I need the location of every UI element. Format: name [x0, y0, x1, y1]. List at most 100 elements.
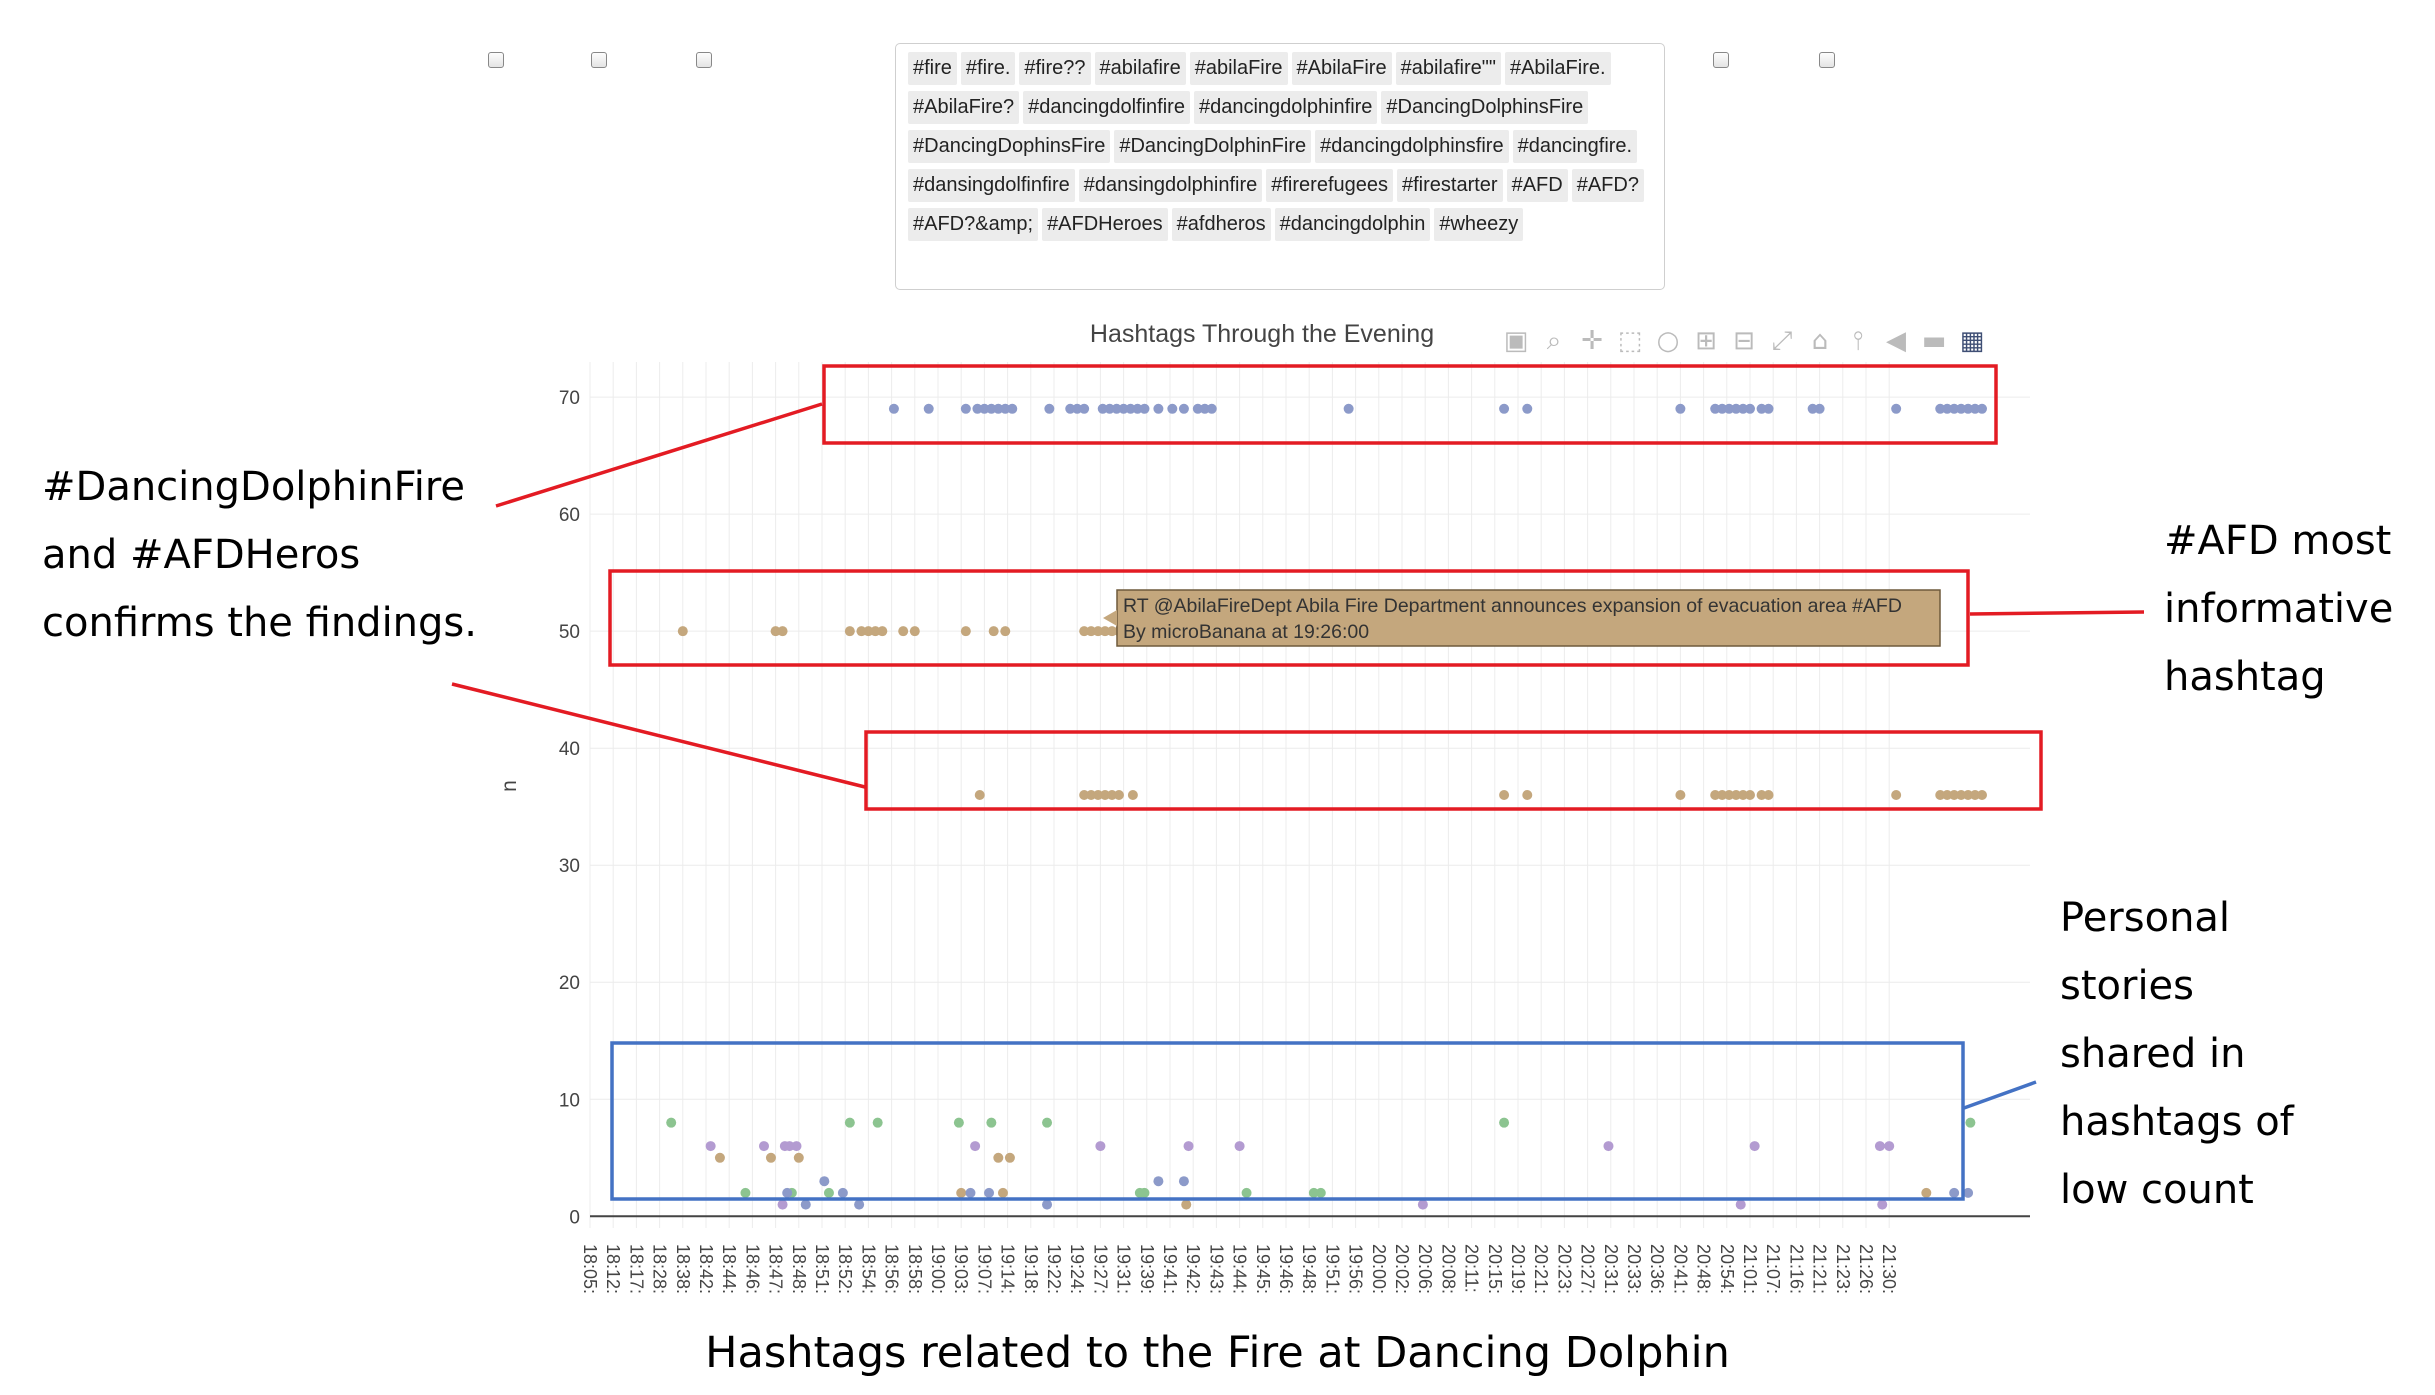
hover-closest-icon[interactable]: ◀	[1886, 326, 1906, 356]
zoom-out-icon[interactable]: ⊟	[1733, 326, 1755, 356]
data-point	[972, 403, 983, 414]
filter-checkbox-5[interactable]	[1819, 52, 1835, 68]
hashtag-chip[interactable]: #fire.	[960, 52, 1016, 85]
hashtag-chip[interactable]: #DancingDolphinFire	[1114, 130, 1312, 163]
x-tick-label: 18:44:	[719, 1244, 739, 1294]
x-tick-label: 21:21:	[1810, 1244, 1830, 1294]
x-tick-label: 19:51:	[1322, 1244, 1342, 1294]
data-point	[819, 1176, 830, 1187]
data-point	[856, 626, 867, 637]
chart-modebar[interactable]: ▣ ⌕ ✛ ⬚ ○ ⊞ ⊟ ⤢ ⌂ ⫯ ◀ ▬ ▦	[1500, 324, 1988, 358]
data-point	[1093, 626, 1104, 637]
hashtag-chip[interactable]: #AFD	[1506, 169, 1568, 202]
reset-axes-icon[interactable]: ⌂	[1811, 326, 1829, 356]
data-point	[1710, 790, 1721, 800]
data-point	[793, 1152, 804, 1163]
filter-checkbox-4[interactable]	[1713, 52, 1729, 68]
tooltip-line-2: By microBanana at 19:26:00	[1123, 621, 1369, 643]
data-point	[1935, 403, 1946, 414]
hashtag-chip[interactable]: #AbilaFire.	[1504, 52, 1611, 85]
y-tick-label: 50	[559, 622, 580, 643]
hashtag-chip[interactable]: #dansingdolphinfire	[1078, 169, 1263, 202]
x-tick-label: 21:30:	[1879, 1244, 1899, 1294]
x-tick-label: 21:16:	[1786, 1244, 1806, 1294]
hashtag-chip[interactable]: #abilaFire	[1189, 52, 1288, 85]
data-point	[1111, 403, 1122, 414]
data-point	[1807, 403, 1818, 414]
data-point	[1199, 403, 1210, 414]
spike-lines-icon[interactable]: ⫯	[1852, 325, 1864, 356]
y-tick-label: 30	[559, 856, 580, 877]
data-point	[870, 626, 881, 637]
hashtag-chip[interactable]: #abilafire""	[1395, 52, 1501, 85]
data-point	[782, 1187, 793, 1198]
hashtag-chip[interactable]: #abilafire	[1094, 52, 1186, 85]
data-point	[923, 403, 934, 414]
zoom-icon[interactable]: ⌕	[1546, 325, 1562, 356]
data-point	[1738, 403, 1749, 414]
data-point	[984, 1187, 995, 1198]
annotation-right-bottom: Personal stories shared in hashtags of l…	[2060, 884, 2294, 1224]
camera-icon[interactable]: ▣	[1503, 326, 1529, 356]
hashtag-chip[interactable]: #AFD?	[1571, 169, 1644, 202]
data-point	[1095, 1141, 1106, 1152]
annotation-right-top: #AFD most informative hashtag	[2164, 507, 2393, 711]
data-point	[1949, 790, 1960, 800]
hashtag-chip[interactable]: #firestarter	[1397, 169, 1503, 202]
hashtag-chip[interactable]: #DancingDophinsFire	[908, 130, 1111, 163]
hashtag-chip[interactable]: #fire??	[1019, 52, 1091, 85]
hashtag-chip[interactable]: #afdheros	[1171, 208, 1271, 241]
data-point	[1100, 626, 1111, 637]
data-point	[844, 1117, 855, 1128]
data-point	[1874, 1141, 1885, 1152]
box-select-icon[interactable]: ⬚	[1617, 326, 1643, 356]
hashtag-chip[interactable]: #fire	[908, 52, 957, 85]
hashtag-chip[interactable]: #dancingfire.	[1512, 130, 1638, 163]
hashtag-chip[interactable]: #dancingdolphinfire	[1193, 91, 1378, 124]
hashtag-chip[interactable]: #dansingdolfinfire	[908, 169, 1075, 202]
x-tick-label: 18:42:	[696, 1244, 716, 1294]
hashtag-chip[interactable]: #AFDHeroes	[1042, 208, 1168, 241]
hashtag-chip[interactable]: #AbilaFire	[1291, 52, 1392, 85]
data-point	[765, 1152, 776, 1163]
hashtag-chip[interactable]: #AbilaFire?	[908, 91, 1020, 124]
data-point	[1000, 626, 1011, 637]
annotation-left: #DancingDolphinFire and #AFDHeros confir…	[42, 453, 477, 657]
filter-checkbox-2[interactable]	[591, 52, 607, 68]
data-point	[988, 626, 999, 637]
annotation-right-bottom-line1: Personal	[2060, 895, 2231, 941]
hashtag-chip[interactable]: #dancingdolfinfire	[1023, 91, 1190, 124]
pan-icon[interactable]: ✛	[1581, 326, 1603, 356]
hashtag-chip[interactable]: #wheezy	[1434, 208, 1524, 241]
hashtag-chip[interactable]: #AFD?&amp;	[908, 208, 1039, 241]
hashtag-chip[interactable]: #DancingDolphinsFire	[1381, 91, 1589, 124]
x-tick-label: 20:06:	[1415, 1244, 1435, 1294]
hashtag-select[interactable]: #fire #fire. #fire?? #abilafire #abilaFire #A…	[895, 43, 1665, 290]
data-point	[1963, 1187, 1974, 1198]
data-point	[1731, 790, 1742, 800]
x-tick-label: 19:48:	[1299, 1244, 1319, 1294]
x-tick-label: 19:44:	[1230, 1244, 1250, 1294]
hashtag-chip[interactable]: #dancingdolphinsfire	[1315, 130, 1509, 163]
data-point	[1745, 790, 1755, 800]
hover-compare-icon[interactable]: ▬	[1921, 326, 1947, 356]
filter-checkbox-3[interactable]	[696, 52, 712, 68]
hashtag-chip[interactable]: #dancingdolphin	[1274, 208, 1431, 241]
filter-checkbox-1[interactable]	[488, 52, 504, 68]
data-point	[1234, 1141, 1245, 1152]
data-point	[953, 1117, 964, 1128]
data-point	[1167, 403, 1178, 414]
hashtag-chip[interactable]: #firerefugees	[1266, 169, 1393, 202]
autoscale-icon[interactable]: ⤢	[1771, 325, 1793, 356]
lasso-icon[interactable]: ○	[1656, 326, 1680, 356]
data-point	[1100, 790, 1111, 800]
x-tick-label: 19:45:	[1253, 1244, 1273, 1294]
zoom-in-icon[interactable]: ⊞	[1695, 326, 1717, 356]
plotly-logo-icon[interactable]: ▦	[1959, 326, 1985, 356]
data-point	[1241, 1187, 1252, 1198]
x-tick-label: 18:56:	[882, 1244, 902, 1294]
data-point	[1308, 1187, 1319, 1198]
data-point	[844, 626, 855, 637]
data-point	[1181, 1199, 1192, 1210]
